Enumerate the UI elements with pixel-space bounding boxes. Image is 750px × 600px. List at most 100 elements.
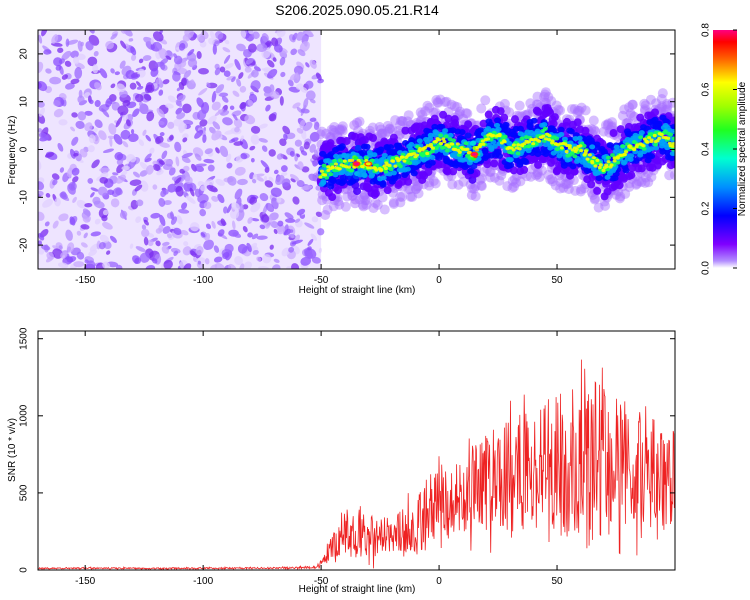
noise-speckle <box>111 187 122 198</box>
noise-speckle <box>244 114 256 125</box>
signal-cell <box>369 134 378 143</box>
noise-speckle <box>215 147 220 154</box>
signal-cell <box>408 142 415 148</box>
noise-speckle <box>150 67 159 77</box>
signal-cell <box>615 156 620 160</box>
noise-speckle <box>38 81 48 92</box>
noise-speckle <box>146 111 155 122</box>
noise-speckle <box>269 91 280 99</box>
noise-speckle <box>142 55 152 61</box>
signal-cell <box>384 123 395 134</box>
signal-cell <box>457 150 462 154</box>
signal-cell <box>515 176 526 187</box>
signal-cell <box>667 97 675 108</box>
signal-cell <box>407 191 418 202</box>
noise-speckle <box>84 110 93 116</box>
colorbar-tick-label: 0.8 <box>701 23 712 37</box>
noise-speckle <box>161 150 168 160</box>
noise-speckle <box>176 112 186 120</box>
noise-speckle <box>203 201 212 210</box>
noise-speckle <box>116 174 126 184</box>
noise-speckle <box>181 77 187 87</box>
noise-speckle <box>102 209 109 216</box>
signal-cell <box>502 181 513 192</box>
noise-speckle <box>289 229 294 234</box>
noise-speckle <box>183 263 192 269</box>
noise-speckle <box>70 78 80 85</box>
noise-speckle <box>266 59 275 68</box>
noise-speckle <box>94 119 103 129</box>
noise-speckle <box>110 83 116 89</box>
noise-speckle <box>71 136 79 146</box>
signal-cell <box>359 189 370 200</box>
spectrogram-y-tick-label: -20 <box>19 237 30 252</box>
noise-speckle <box>159 132 165 137</box>
signal-cell <box>579 183 590 194</box>
colorbar: 0.0 0.2 0.4 0.6 0.8 Normalized spectral ampl… <box>701 23 748 275</box>
noise-speckle <box>204 232 211 241</box>
noise-speckle <box>211 101 221 111</box>
noise-speckle <box>117 105 129 116</box>
signal-cell <box>490 159 499 168</box>
noise-speckle <box>251 178 257 184</box>
noise-speckle <box>301 166 310 173</box>
noise-speckle <box>231 76 236 83</box>
noise-speckle <box>259 193 269 202</box>
noise-speckle <box>64 82 75 90</box>
signal-cell <box>540 87 551 98</box>
noise-speckle <box>131 74 141 80</box>
signal-cell <box>638 130 645 136</box>
noise-speckle <box>130 128 135 135</box>
noise-speckle <box>139 252 150 263</box>
signal-cell <box>516 143 521 147</box>
signal-cell <box>368 203 379 214</box>
signal-cell <box>438 133 444 138</box>
noise-speckle <box>249 196 257 205</box>
signal-cell <box>553 104 564 115</box>
signal-cell <box>657 88 668 99</box>
signal-cell <box>537 139 542 143</box>
signal-cell <box>636 176 647 187</box>
noise-speckle <box>236 78 242 87</box>
noise-speckle <box>168 167 176 176</box>
signal-cell <box>615 191 626 202</box>
signal-cell <box>589 194 600 205</box>
signal-cell <box>612 159 617 163</box>
noise-speckle <box>224 63 234 69</box>
noise-speckle <box>307 238 314 246</box>
noise-speckle <box>189 250 197 258</box>
noise-speckle <box>152 184 158 190</box>
noise-speckle <box>296 179 305 188</box>
noise-speckle <box>262 254 272 264</box>
noise-speckle <box>296 153 300 158</box>
noise-speckle <box>187 48 195 56</box>
noise-speckle <box>239 85 247 93</box>
signal-cell <box>507 182 518 193</box>
signal-cell <box>662 100 673 111</box>
noise-speckle <box>176 94 186 103</box>
signal-cell <box>641 144 646 148</box>
snr-x-tick-label: 50 <box>551 576 563 587</box>
noise-speckle <box>309 117 317 122</box>
noise-speckle <box>277 224 285 233</box>
signal-cell <box>625 108 636 119</box>
signal-cell <box>317 195 328 206</box>
noise-speckle <box>265 202 275 213</box>
noise-speckle <box>77 111 87 121</box>
signal-cell <box>377 192 388 203</box>
signal-cell <box>607 117 618 128</box>
noise-speckle <box>217 193 225 203</box>
signal-cell <box>585 157 590 161</box>
noise-speckle <box>231 137 239 143</box>
signal-cell <box>511 148 516 152</box>
noise-speckle <box>98 241 106 250</box>
signal-cell <box>380 175 387 181</box>
noise-speckle <box>163 200 172 206</box>
noise-speckle <box>173 227 182 235</box>
snr-y-axis-label: SNR (10 * v/v) <box>7 418 18 482</box>
noise-speckle <box>80 242 88 248</box>
signal-cell <box>668 132 674 137</box>
noise-speckle <box>315 211 323 217</box>
noise-speckle <box>54 197 61 207</box>
noise-speckle <box>183 241 189 247</box>
